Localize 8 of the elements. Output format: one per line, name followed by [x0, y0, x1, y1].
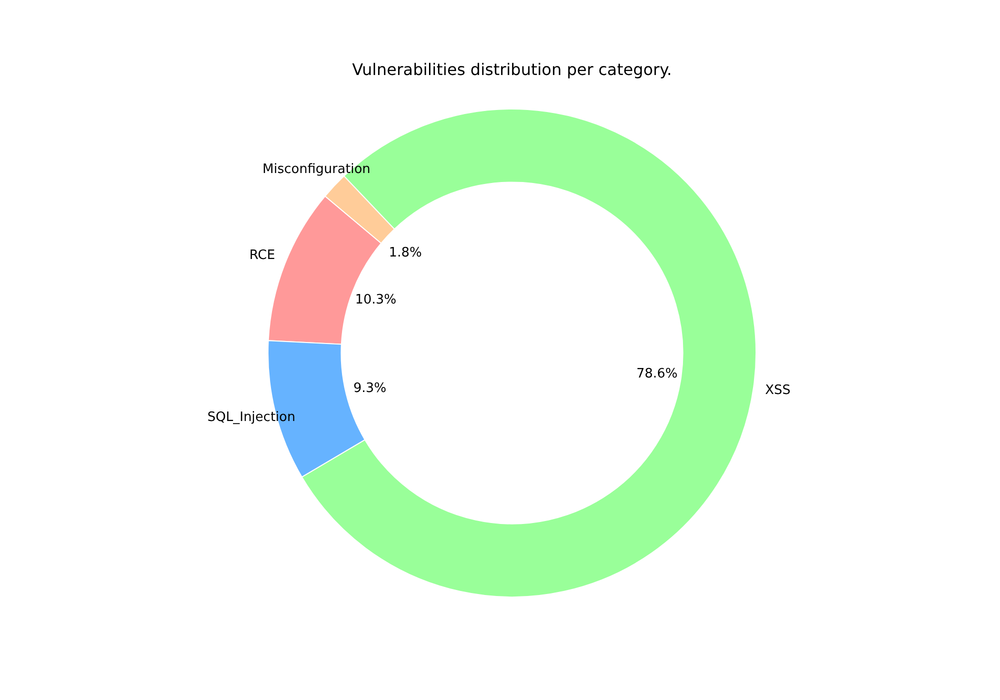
slice-label: XSS — [765, 383, 791, 398]
data-label: 1.8% — [388, 246, 422, 261]
slice-label: RCE — [249, 248, 276, 263]
chart-title: Vulnerabilities distribution per category. — [352, 60, 672, 79]
data-label: 10.3% — [355, 292, 396, 308]
slice-label: Misconfiguration — [262, 162, 370, 178]
data-label: 9.3% — [353, 380, 386, 396]
data-label: 78.6% — [636, 366, 678, 382]
